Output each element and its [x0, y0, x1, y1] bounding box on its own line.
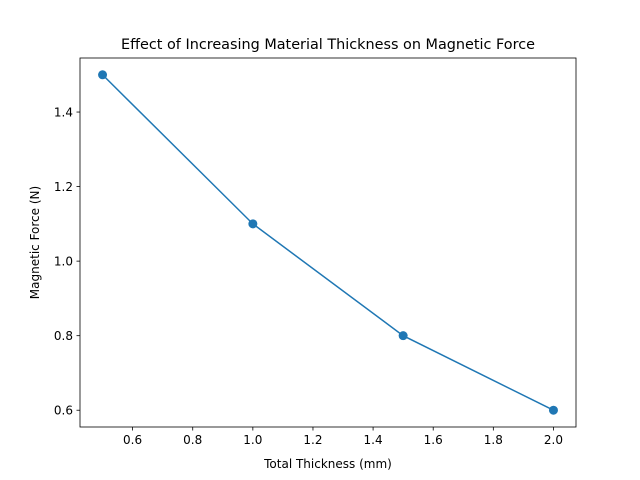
x-axis-label: Total Thickness (mm) — [263, 457, 392, 471]
plot-frame — [79, 57, 577, 428]
y-tick-label: 0.8 — [54, 329, 73, 343]
y-tick-label: 1.4 — [54, 106, 73, 120]
x-tick-label: 0.8 — [183, 433, 202, 447]
data-point — [248, 219, 258, 229]
x-tick-label: 1.6 — [424, 433, 443, 447]
x-tick-label: 0.6 — [123, 433, 142, 447]
y-axis-label: Magnetic Force (N) — [28, 186, 42, 299]
x-tick-label: 1.0 — [243, 433, 262, 447]
series-line — [102, 74, 554, 411]
y-tick-label: 0.6 — [54, 404, 73, 418]
data-point — [548, 405, 558, 415]
y-tick-label: 1.0 — [54, 255, 73, 269]
data-point — [98, 70, 108, 80]
x-tick-label: 1.4 — [364, 433, 383, 447]
chart-title: Effect of Increasing Material Thickness … — [121, 37, 535, 53]
x-tick-label: 2.0 — [544, 433, 563, 447]
x-tick-label: 1.8 — [484, 433, 503, 447]
data-point — [398, 331, 408, 341]
y-tick-label: 1.2 — [54, 180, 73, 194]
x-tick-label: 1.2 — [303, 433, 322, 447]
